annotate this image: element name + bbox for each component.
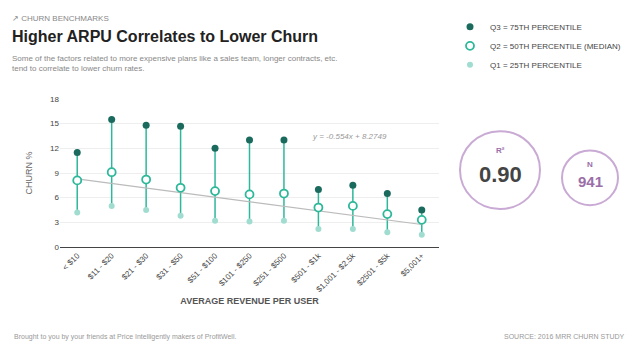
svg-text:$51 - $100: $51 - $100 <box>186 251 220 285</box>
svg-text:AVERAGE REVENUE PER USER: AVERAGE REVENUE PER USER <box>180 296 319 306</box>
svg-text:$101 - $250: $101 - $250 <box>217 251 254 288</box>
svg-text:$5,001+: $5,001+ <box>399 251 426 278</box>
svg-text:6: 6 <box>55 193 60 202</box>
svg-text:0: 0 <box>55 243 60 252</box>
svg-text:18: 18 <box>50 95 59 104</box>
svg-text:0.90: 0.90 <box>479 162 522 187</box>
svg-text:941: 941 <box>578 173 603 190</box>
svg-text:9: 9 <box>55 169 60 178</box>
svg-text:Q1 = 25TH PERCENTILE: Q1 = 25TH PERCENTILE <box>490 61 582 70</box>
svg-text:$1,001 - $2.5k: $1,001 - $2.5k <box>315 251 358 294</box>
svg-text:↗ CHURN BENCHMARKS: ↗ CHURN BENCHMARKS <box>12 14 109 23</box>
svg-text:Q3 = 75TH PERCENTILE: Q3 = 75TH PERCENTILE <box>490 23 582 32</box>
svg-text:Higher ARPU Correlates to Lowe: Higher ARPU Correlates to Lower Churn <box>12 28 318 45</box>
svg-text:R²: R² <box>496 146 505 155</box>
svg-text:12: 12 <box>50 144 59 153</box>
svg-text:Brought to you by your friends: Brought to you by your friends at Price … <box>14 333 236 341</box>
svg-text:$251 - $500: $251 - $500 <box>252 251 289 288</box>
svg-text:$31 - $50: $31 - $50 <box>155 251 186 282</box>
svg-text:y = -0.554x + 8.2749: y = -0.554x + 8.2749 <box>312 132 387 141</box>
svg-text:3: 3 <box>55 218 60 227</box>
svg-text:$501 - $1k: $501 - $1k <box>290 251 324 285</box>
svg-text:< $10: < $10 <box>61 251 82 272</box>
svg-text:Q2 = 50TH PERCENTILE (MEDIAN): Q2 = 50TH PERCENTILE (MEDIAN) <box>490 42 621 51</box>
svg-text:15: 15 <box>50 119 59 128</box>
svg-text:$11 - $20: $11 - $20 <box>86 251 116 281</box>
svg-text:$21 - $30: $21 - $30 <box>120 251 151 282</box>
svg-text:SOURCE: 2016 MRR CHURN STUDY: SOURCE: 2016 MRR CHURN STUDY <box>504 333 625 340</box>
svg-text:N: N <box>587 160 593 169</box>
svg-text:Some of the factors related to: Some of the factors related to more expe… <box>12 54 338 73</box>
svg-text:CHURN %: CHURN % <box>24 151 34 194</box>
svg-text:$2501 - $5k: $2501 - $5k <box>355 251 392 288</box>
